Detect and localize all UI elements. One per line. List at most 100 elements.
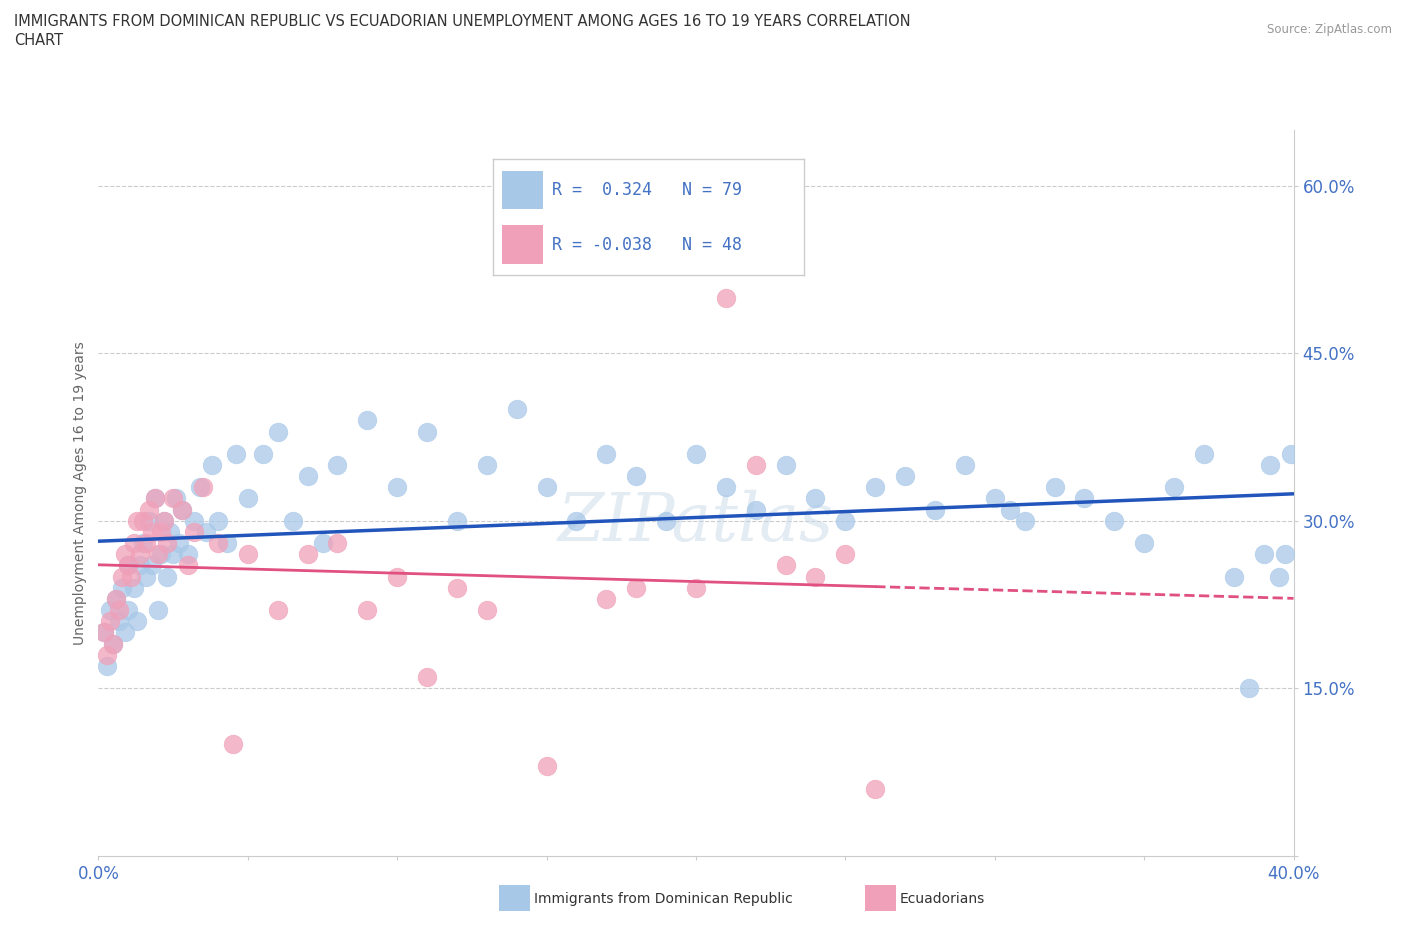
Point [983, 491, 1005, 506]
Point [714, 290, 737, 305]
Point [117, 558, 139, 573]
Point [207, 536, 229, 551]
Point [565, 513, 588, 528]
Point [98, 603, 122, 618]
Point [103, 636, 125, 651]
Point [141, 525, 163, 539]
Point [120, 569, 142, 584]
Point [1192, 446, 1215, 461]
Point [135, 536, 157, 551]
Point [297, 547, 319, 562]
Point [655, 513, 678, 528]
Point [446, 513, 468, 528]
Point [998, 502, 1021, 517]
Point [1274, 547, 1296, 562]
Point [267, 424, 290, 439]
Point [953, 458, 976, 472]
Point [624, 580, 647, 595]
Point [1279, 446, 1302, 461]
Point [114, 625, 136, 640]
Point [1043, 480, 1066, 495]
Point [138, 502, 160, 517]
Point [172, 502, 194, 517]
Point [1223, 569, 1246, 584]
Point [775, 558, 797, 573]
Point [222, 737, 245, 751]
Point [165, 491, 187, 506]
Point [114, 547, 136, 562]
Point [685, 446, 707, 461]
Point [188, 480, 211, 495]
Point [1073, 491, 1095, 506]
Point [103, 636, 125, 651]
Text: ZIPatlas: ZIPatlas [558, 489, 834, 554]
Point [385, 480, 409, 495]
Point [162, 547, 184, 562]
Point [311, 536, 333, 551]
Point [177, 558, 200, 573]
Y-axis label: Unemployment Among Ages 16 to 19 years: Unemployment Among Ages 16 to 19 years [73, 341, 87, 644]
Point [326, 458, 349, 472]
Point [281, 513, 304, 528]
Point [624, 469, 647, 484]
Point [894, 469, 917, 484]
Point [267, 603, 290, 618]
Point [385, 569, 409, 584]
Point [924, 502, 946, 517]
Point [132, 513, 155, 528]
Point [804, 569, 827, 584]
Point [105, 591, 128, 606]
Point [506, 402, 529, 417]
Point [148, 547, 170, 562]
Point [446, 580, 468, 595]
Point [1258, 458, 1281, 472]
Point [1133, 536, 1156, 551]
Point [865, 781, 887, 796]
Point [124, 580, 146, 595]
Point [162, 491, 184, 506]
Point [297, 469, 319, 484]
Point [775, 458, 797, 472]
Point [159, 525, 181, 539]
Text: Ecuadorians: Ecuadorians [900, 892, 986, 907]
Point [745, 502, 768, 517]
Point [156, 569, 179, 584]
Point [595, 446, 617, 461]
Point [108, 603, 131, 618]
Point [236, 491, 259, 506]
Text: Source: ZipAtlas.com: Source: ZipAtlas.com [1267, 23, 1392, 36]
Text: IMMIGRANTS FROM DOMINICAN REPUBLIC VS ECUADORIAN UNEMPLOYMENT AMONG AGES 16 TO 1: IMMIGRANTS FROM DOMINICAN REPUBLIC VS EC… [14, 14, 911, 29]
Point [536, 480, 558, 495]
Point [236, 547, 259, 562]
Point [1253, 547, 1275, 562]
Point [105, 591, 128, 606]
Point [475, 603, 498, 618]
Point [356, 413, 378, 428]
Point [745, 458, 768, 472]
Point [1104, 513, 1126, 528]
Point [96, 658, 118, 673]
Point [167, 536, 190, 551]
Point [201, 458, 224, 472]
Point [153, 513, 176, 528]
Point [150, 547, 173, 562]
Point [111, 580, 134, 595]
Point [536, 759, 558, 774]
Point [111, 569, 134, 584]
Point [416, 424, 439, 439]
Point [148, 603, 170, 618]
Point [207, 513, 229, 528]
Point [1163, 480, 1185, 495]
Point [252, 446, 274, 461]
Point [93, 625, 115, 640]
Point [834, 513, 856, 528]
Point [132, 536, 155, 551]
Point [356, 603, 378, 618]
Point [865, 480, 887, 495]
Point [416, 670, 439, 684]
Point [685, 580, 707, 595]
Point [96, 647, 118, 662]
Point [153, 513, 176, 528]
Point [194, 525, 218, 539]
Point [135, 569, 157, 584]
